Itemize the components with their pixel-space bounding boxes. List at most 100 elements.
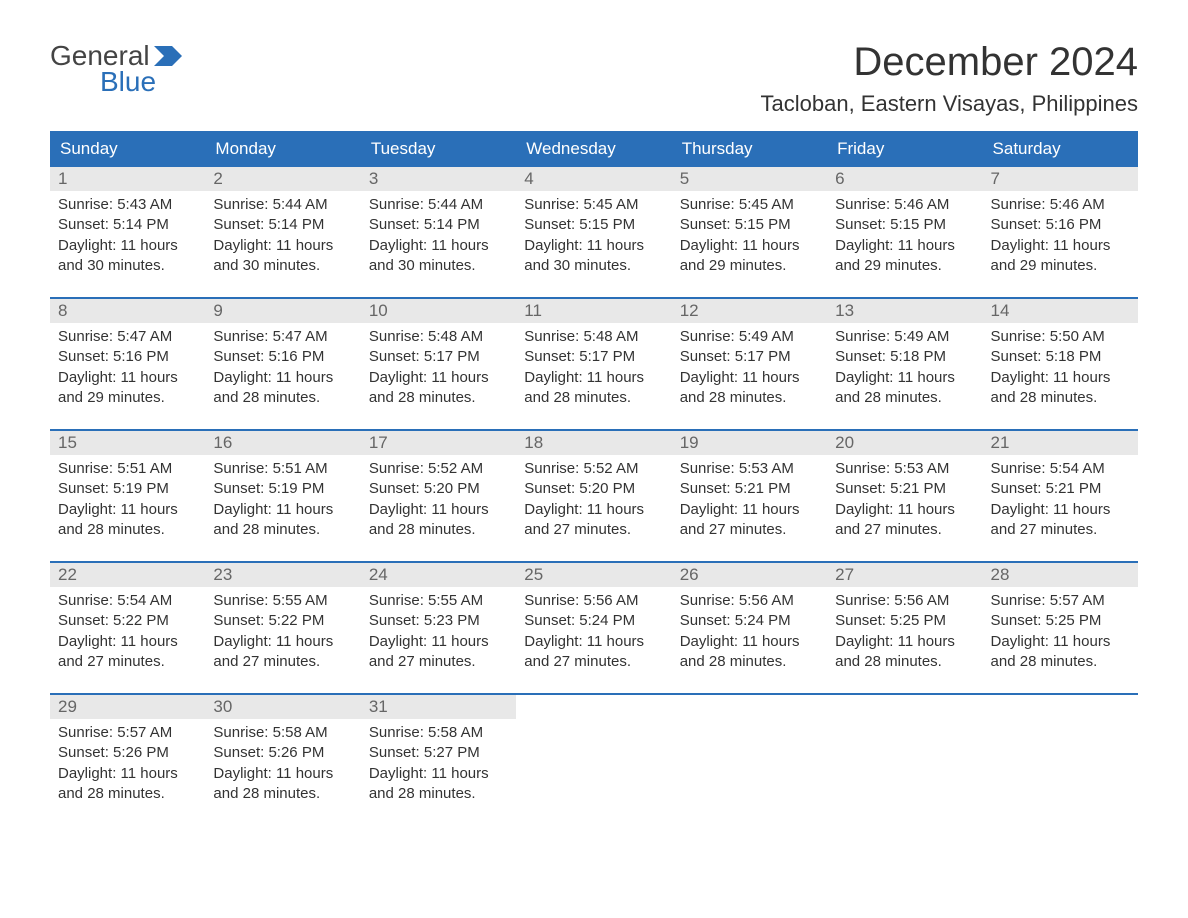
daylight-text-2: and 28 minutes. — [835, 388, 974, 408]
daylight-text-2: and 28 minutes. — [369, 784, 508, 804]
day-number: 10 — [361, 299, 516, 323]
day-content: Sunrise: 5:53 AMSunset: 5:21 PMDaylight:… — [672, 455, 827, 552]
weekday-header: Thursday — [672, 131, 827, 167]
day-number: 15 — [50, 431, 205, 455]
daylight-text-2: and 28 minutes. — [213, 784, 352, 804]
sunset-text: Sunset: 5:15 PM — [835, 215, 974, 235]
day-number: 20 — [827, 431, 982, 455]
day-content: Sunrise: 5:55 AMSunset: 5:22 PMDaylight:… — [205, 587, 360, 684]
daylight-text-2: and 28 minutes. — [58, 520, 197, 540]
daylight-text-1: Daylight: 11 hours — [835, 500, 974, 520]
sunrise-text: Sunrise: 5:45 AM — [680, 195, 819, 215]
sunset-text: Sunset: 5:26 PM — [58, 743, 197, 763]
sunset-text: Sunset: 5:22 PM — [213, 611, 352, 631]
daylight-text-1: Daylight: 11 hours — [991, 500, 1130, 520]
sunset-text: Sunset: 5:24 PM — [524, 611, 663, 631]
sunset-text: Sunset: 5:17 PM — [524, 347, 663, 367]
daylight-text-1: Daylight: 11 hours — [991, 632, 1130, 652]
weekday-header: Sunday — [50, 131, 205, 167]
day-content: Sunrise: 5:50 AMSunset: 5:18 PMDaylight:… — [983, 323, 1138, 420]
day-cell — [983, 695, 1138, 825]
day-cell: 2Sunrise: 5:44 AMSunset: 5:14 PMDaylight… — [205, 167, 360, 297]
day-number: 9 — [205, 299, 360, 323]
day-number: 14 — [983, 299, 1138, 323]
sunrise-text: Sunrise: 5:58 AM — [369, 723, 508, 743]
day-content: Sunrise: 5:47 AMSunset: 5:16 PMDaylight:… — [50, 323, 205, 420]
day-number: 13 — [827, 299, 982, 323]
sunset-text: Sunset: 5:25 PM — [835, 611, 974, 631]
day-content: Sunrise: 5:46 AMSunset: 5:16 PMDaylight:… — [983, 191, 1138, 288]
title-block: December 2024 Tacloban, Eastern Visayas,… — [761, 40, 1138, 117]
day-cell: 29Sunrise: 5:57 AMSunset: 5:26 PMDayligh… — [50, 695, 205, 825]
day-number: 6 — [827, 167, 982, 191]
logo-flag-icon — [154, 46, 182, 66]
day-content: Sunrise: 5:52 AMSunset: 5:20 PMDaylight:… — [516, 455, 671, 552]
daylight-text-2: and 27 minutes. — [524, 652, 663, 672]
day-cell: 14Sunrise: 5:50 AMSunset: 5:18 PMDayligh… — [983, 299, 1138, 429]
daylight-text-1: Daylight: 11 hours — [369, 764, 508, 784]
day-content: Sunrise: 5:58 AMSunset: 5:26 PMDaylight:… — [205, 719, 360, 816]
day-number: 17 — [361, 431, 516, 455]
day-cell: 31Sunrise: 5:58 AMSunset: 5:27 PMDayligh… — [361, 695, 516, 825]
day-number: 8 — [50, 299, 205, 323]
daylight-text-1: Daylight: 11 hours — [58, 236, 197, 256]
daylight-text-2: and 28 minutes. — [369, 520, 508, 540]
sunset-text: Sunset: 5:16 PM — [213, 347, 352, 367]
page-header: General Blue December 2024 Tacloban, Eas… — [50, 40, 1138, 117]
day-cell: 16Sunrise: 5:51 AMSunset: 5:19 PMDayligh… — [205, 431, 360, 561]
day-cell — [827, 695, 982, 825]
daylight-text-1: Daylight: 11 hours — [680, 632, 819, 652]
day-number: 27 — [827, 563, 982, 587]
sunrise-text: Sunrise: 5:48 AM — [369, 327, 508, 347]
day-content: Sunrise: 5:58 AMSunset: 5:27 PMDaylight:… — [361, 719, 516, 816]
day-number: 2 — [205, 167, 360, 191]
logo-blue-text: Blue — [100, 66, 156, 98]
location-text: Tacloban, Eastern Visayas, Philippines — [761, 91, 1138, 117]
weekday-header: Tuesday — [361, 131, 516, 167]
day-cell: 11Sunrise: 5:48 AMSunset: 5:17 PMDayligh… — [516, 299, 671, 429]
day-content: Sunrise: 5:57 AMSunset: 5:25 PMDaylight:… — [983, 587, 1138, 684]
day-number: 28 — [983, 563, 1138, 587]
sunset-text: Sunset: 5:14 PM — [213, 215, 352, 235]
sunrise-text: Sunrise: 5:49 AM — [835, 327, 974, 347]
daylight-text-1: Daylight: 11 hours — [213, 236, 352, 256]
sunset-text: Sunset: 5:26 PM — [213, 743, 352, 763]
daylight-text-2: and 27 minutes. — [524, 520, 663, 540]
daylight-text-2: and 30 minutes. — [213, 256, 352, 276]
week-row: 1Sunrise: 5:43 AMSunset: 5:14 PMDaylight… — [50, 167, 1138, 297]
sunset-text: Sunset: 5:24 PM — [680, 611, 819, 631]
day-number: 19 — [672, 431, 827, 455]
week-row: 29Sunrise: 5:57 AMSunset: 5:26 PMDayligh… — [50, 693, 1138, 825]
sunrise-text: Sunrise: 5:57 AM — [58, 723, 197, 743]
daylight-text-2: and 30 minutes. — [58, 256, 197, 276]
daylight-text-2: and 30 minutes. — [369, 256, 508, 276]
day-content: Sunrise: 5:53 AMSunset: 5:21 PMDaylight:… — [827, 455, 982, 552]
day-cell: 7Sunrise: 5:46 AMSunset: 5:16 PMDaylight… — [983, 167, 1138, 297]
sunset-text: Sunset: 5:15 PM — [680, 215, 819, 235]
day-cell: 1Sunrise: 5:43 AMSunset: 5:14 PMDaylight… — [50, 167, 205, 297]
daylight-text-1: Daylight: 11 hours — [991, 236, 1130, 256]
daylight-text-1: Daylight: 11 hours — [680, 500, 819, 520]
day-content: Sunrise: 5:51 AMSunset: 5:19 PMDaylight:… — [50, 455, 205, 552]
day-cell: 25Sunrise: 5:56 AMSunset: 5:24 PMDayligh… — [516, 563, 671, 693]
sunrise-text: Sunrise: 5:55 AM — [369, 591, 508, 611]
sunrise-text: Sunrise: 5:51 AM — [58, 459, 197, 479]
sunset-text: Sunset: 5:21 PM — [991, 479, 1130, 499]
daylight-text-1: Daylight: 11 hours — [680, 236, 819, 256]
day-cell: 3Sunrise: 5:44 AMSunset: 5:14 PMDaylight… — [361, 167, 516, 297]
day-number: 25 — [516, 563, 671, 587]
sunset-text: Sunset: 5:16 PM — [991, 215, 1130, 235]
day-number: 3 — [361, 167, 516, 191]
sunset-text: Sunset: 5:18 PM — [835, 347, 974, 367]
daylight-text-1: Daylight: 11 hours — [213, 764, 352, 784]
daylight-text-2: and 27 minutes. — [369, 652, 508, 672]
day-cell: 24Sunrise: 5:55 AMSunset: 5:23 PMDayligh… — [361, 563, 516, 693]
day-cell: 27Sunrise: 5:56 AMSunset: 5:25 PMDayligh… — [827, 563, 982, 693]
weekday-header: Saturday — [983, 131, 1138, 167]
weekday-header: Friday — [827, 131, 982, 167]
day-content: Sunrise: 5:49 AMSunset: 5:17 PMDaylight:… — [672, 323, 827, 420]
day-content: Sunrise: 5:56 AMSunset: 5:24 PMDaylight:… — [516, 587, 671, 684]
daylight-text-1: Daylight: 11 hours — [58, 764, 197, 784]
sunrise-text: Sunrise: 5:47 AM — [58, 327, 197, 347]
day-content: Sunrise: 5:48 AMSunset: 5:17 PMDaylight:… — [516, 323, 671, 420]
